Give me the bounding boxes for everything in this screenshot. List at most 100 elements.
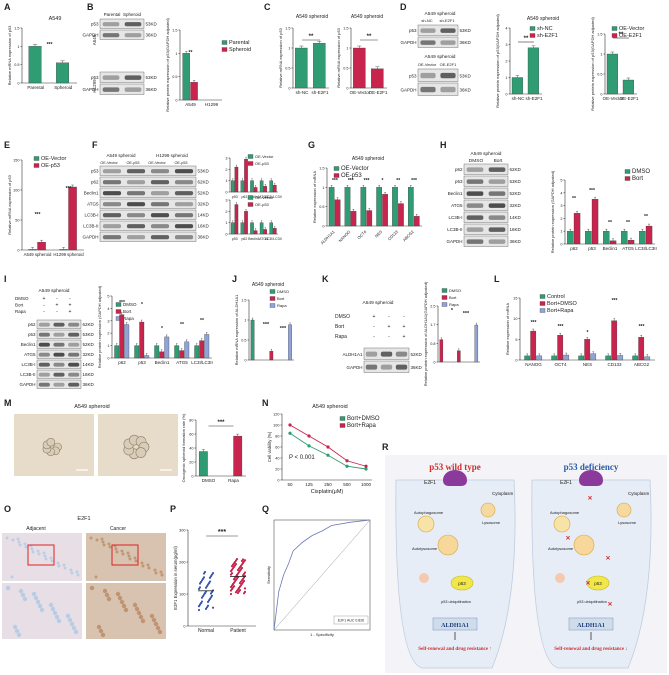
axis-label: Relative expression of mRNA [312,171,317,224]
data-point [326,445,330,449]
ihc-cell [52,610,58,616]
legend-swatch [339,416,346,421]
legend-swatch [624,176,631,181]
kda-label: 32KD [198,202,210,207]
blot-band [174,224,194,229]
bar [585,231,592,245]
blocked-marker: ✕ [585,580,590,587]
significance-marker: * [451,308,454,314]
aldh1a1-box [568,617,614,631]
bar [622,79,634,95]
blot-band [488,239,506,244]
kda-label: 16KD [83,372,95,377]
bar [392,187,398,227]
treatment-sign: + [403,324,406,330]
treatment-sign: - [43,303,45,309]
tick-label: 3 [560,204,562,208]
bar [204,334,210,359]
treatment-sign: + [403,334,406,340]
data-point [209,592,213,595]
tick-label: 40 [189,447,193,451]
schematic-label: Autophagosome [550,510,580,515]
legend-entry: Bort [123,309,132,314]
blot-strip [417,24,459,36]
tick-label: 2 [505,60,507,64]
blot-band [53,342,65,347]
tick-label: 60 [189,433,193,437]
tick-label: 20 [189,461,193,465]
legend-swatch [247,195,254,200]
legend-entry: sh-NC [537,26,553,32]
blot-band [420,86,436,93]
cell-outline [531,479,652,669]
blot-strip [463,187,509,199]
treatment-sign: - [56,309,58,315]
tick-label: DMSO [202,478,216,483]
band-label: ALDH1A1 [342,352,363,357]
legend-entry: OE-Vector [255,195,274,200]
bar [250,319,255,361]
tick-label: 3 [107,319,109,323]
ihc-cell [73,629,79,635]
panel-letter: E [4,140,10,150]
schematic-label: E2F1 [560,480,572,486]
ihc-cell [31,550,35,554]
significance-marker: ** [396,178,400,184]
tick-label: 15 [513,297,517,301]
legend-swatch [529,33,536,38]
blot-band [150,213,170,218]
axis-label: Relative mRNA expression of p53 [7,174,12,235]
legend-entry: Rapa [449,302,459,307]
bar [573,213,581,245]
ihc-cell [147,566,151,570]
legend-entry: OE-Vector [341,166,369,172]
tick-label: A549 spheroid [24,252,52,257]
data-point [232,578,236,581]
tick-label: 0 [600,93,602,97]
blot-strip [99,198,197,209]
legend-entry: Bort+DMSO [547,301,578,307]
ihc-cell [42,551,46,555]
blot-band [488,203,506,208]
blot-band [395,351,408,357]
treatment-row: Bort [335,324,345,330]
kda-label: 62KD [510,167,522,172]
ihc-cell [16,632,22,638]
bar [350,211,357,227]
blot-band [466,239,484,244]
tick-label: 50 [287,482,293,487]
photo-label: Cancer [110,526,126,532]
blot-band [174,235,194,240]
blot-band [488,179,506,184]
legend-swatch [611,26,618,31]
bar [382,194,388,227]
blot-band [420,28,436,33]
legend-swatch [441,295,448,300]
blot-band [174,202,194,207]
tick-label: 1 [322,186,324,190]
tick-label: Normal [198,628,214,634]
bar [68,186,77,251]
band-label: GAPDH [446,239,462,244]
band-label: p53 [91,75,99,80]
panel-letter: F [92,140,98,150]
bar [313,43,326,89]
data-point [234,591,238,594]
ihc-cell [160,573,164,577]
legend-swatch [221,47,228,52]
data-point [229,573,233,576]
bar [609,240,617,245]
ihc-cell [128,557,132,561]
ihc-cell [123,607,129,613]
e2f1-complex [579,470,603,486]
ihc-cell [14,628,20,634]
panel-letter: G [308,140,315,150]
legend-swatch [611,33,618,38]
legend-swatch [33,163,40,168]
axis-label: Relative protein expression of p53(GAPDH… [495,14,500,108]
band-label: LC3B-II [20,372,35,377]
legend-entry: Bort+DMSO [347,416,380,422]
data-point [307,434,311,438]
ihc-cell [67,617,73,623]
